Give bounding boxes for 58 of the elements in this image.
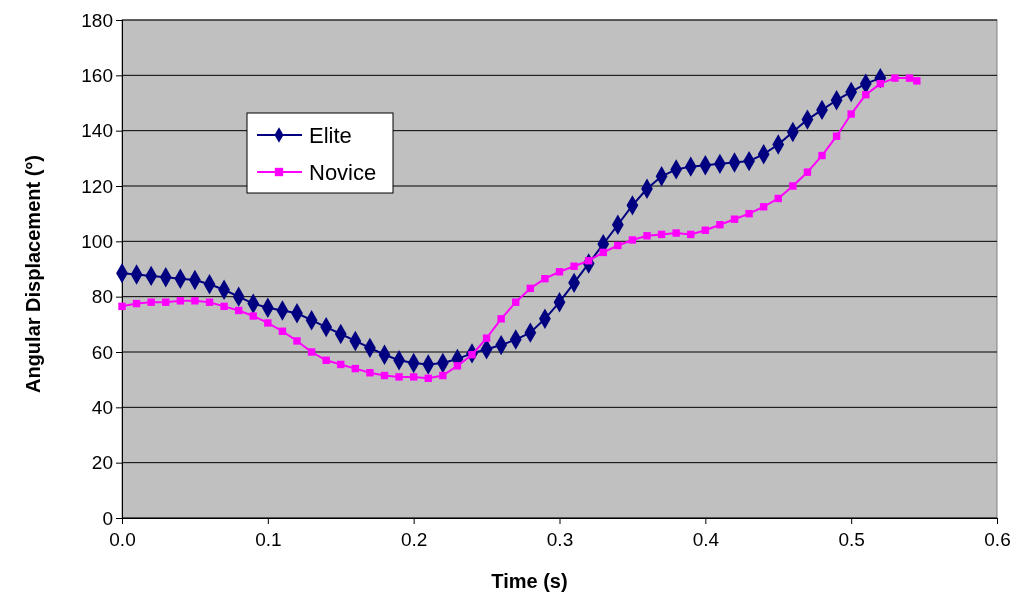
- point: [439, 371, 447, 380]
- legend-label: Novice: [309, 160, 377, 185]
- y-tick-label: 0: [102, 507, 113, 529]
- x-tick-label: 0.0: [109, 529, 136, 550]
- point: [118, 302, 126, 311]
- point: [307, 348, 316, 356]
- point: [789, 182, 797, 190]
- point: [264, 319, 272, 327]
- point: [205, 298, 214, 306]
- y-tick-label: 100: [81, 230, 113, 252]
- point: [162, 298, 170, 306]
- x-tick-label: 0.4: [692, 529, 720, 550]
- point: [147, 298, 155, 306]
- point: [672, 229, 680, 237]
- y-tick-label: 60: [91, 341, 113, 363]
- point: [745, 209, 753, 218]
- point: [803, 168, 812, 176]
- point: [191, 297, 199, 305]
- x-tick-label: 0.2: [400, 529, 428, 550]
- point: [832, 132, 841, 140]
- point: [322, 356, 330, 365]
- point: [395, 373, 403, 381]
- point: [891, 74, 899, 82]
- point: [176, 297, 185, 305]
- point: [905, 74, 914, 82]
- point: [730, 215, 739, 223]
- point: [249, 312, 257, 320]
- x-tick-label: 0.1: [255, 529, 282, 550]
- y-tick-label: 160: [81, 64, 113, 86]
- y-tick-label: 20: [91, 452, 113, 474]
- point: [220, 302, 228, 311]
- point: [453, 362, 462, 370]
- point: [497, 315, 505, 323]
- x-axis-title: Time (s): [491, 570, 568, 592]
- point: [716, 221, 724, 229]
- y-tick-label: 140: [81, 120, 113, 142]
- point: [847, 110, 855, 118]
- point: [482, 334, 491, 342]
- point: [366, 369, 374, 377]
- legend-label: Elite: [309, 123, 352, 148]
- point: [512, 298, 520, 306]
- x-tick-label: 0.3: [546, 529, 574, 550]
- point: [913, 77, 921, 85]
- point: [643, 232, 651, 240]
- point: [818, 151, 826, 160]
- x-tick-label: 0.5: [838, 529, 865, 550]
- y-tick-label: 180: [81, 9, 113, 31]
- point: [614, 241, 622, 250]
- y-tick-label: 120: [81, 175, 113, 197]
- point: [293, 337, 301, 345]
- point: [541, 274, 549, 283]
- y-tick-label: 80: [91, 286, 113, 308]
- point: [409, 373, 418, 381]
- point: [628, 236, 637, 244]
- y-axis-title: Angular Displacement (°): [22, 154, 44, 394]
- point: [570, 262, 578, 270]
- x-tick-label: 0.6: [984, 529, 1011, 550]
- y-tick-label: 40: [91, 396, 113, 418]
